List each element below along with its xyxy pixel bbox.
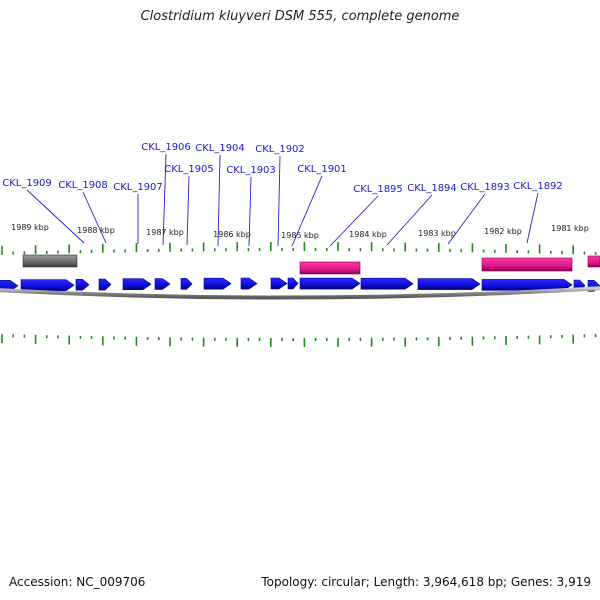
label-leader-line [526,192,539,244]
label-leader-line [248,176,252,247]
label-leader-lines [26,153,539,247]
gene-feature[interactable] [180,278,193,290]
label-leader-line [162,153,167,246]
scale-ticks-lower [1,334,597,347]
scale-tick-label: 1989 kbp [11,223,49,232]
gene-features [0,254,600,292]
label-leader-line [329,195,379,247]
rna-feature[interactable] [587,255,600,268]
gene-feature[interactable] [122,278,152,291]
label-leader-line [82,191,107,244]
gene-feature[interactable] [360,277,414,290]
scale-tick-label: 1987 kbp [146,228,184,237]
gene-feature[interactable] [287,277,299,290]
gene-label[interactable]: CKL_1894 [407,183,457,194]
pseudogene-feature[interactable] [22,254,78,268]
scale-tick-label: 1985 kbp [281,231,319,240]
gene-label[interactable]: CKL_1892 [513,181,563,192]
gene-feature[interactable] [98,278,112,291]
gene-feature[interactable] [417,278,481,290]
gene-label[interactable]: CKL_1908 [58,180,108,191]
label-leader-line [386,194,433,246]
scale-tick-label: 1986 kbp [213,230,251,239]
gene-feature[interactable] [203,277,232,290]
gene-label[interactable]: CKL_1902 [255,144,305,155]
label-leader-line [277,155,281,247]
gene-feature[interactable] [154,278,171,290]
scale-tick-label: 1983 kbp [418,229,456,238]
scale-tick-label: 1981 kbp [551,224,589,233]
gene-label[interactable]: CKL_1906 [141,142,191,153]
gene-label[interactable]: CKL_1893 [460,182,510,193]
genome-backbone [0,286,600,300]
label-leader-line [291,175,323,247]
accession-text: Accession: NC_009706 [9,575,146,589]
genome-summary-text: Topology: circular; Length: 3,964,618 bp… [261,575,591,589]
gene-feature[interactable] [481,279,573,291]
gene-label[interactable]: CKL_1909 [2,178,52,189]
gene-label[interactable]: CKL_1904 [195,143,245,154]
scale-tick-label: 1988 kbp [77,226,115,235]
gene-feature[interactable] [240,277,258,290]
gene-feature[interactable] [299,277,361,290]
scale-ticks-upper [1,242,597,255]
gene-feature[interactable] [20,279,75,291]
scale-tick-label: 1982 kbp [484,227,522,236]
rna-feature[interactable] [481,257,573,272]
label-leader-line [447,193,486,245]
label-leader-line [26,189,85,244]
gene-feature[interactable] [75,278,90,291]
scale-tick-label: 1984 kbp [349,230,387,239]
gene-labels: CKL_1909 CKL_1908 CKL_1907 CKL_1906 CKL_1905… [2,142,563,195]
label-leader-line [186,175,190,246]
gene-label[interactable]: CKL_1895 [353,184,403,195]
map-title: Clostridium kluyveri DSM 555, complete g… [140,9,460,24]
scale-tick-labels: 1989 kbp 1988 kbp 1987 kbp 1986 kbp 1985 kbp… [11,223,589,240]
gene-label[interactable]: CKL_1901 [297,164,347,175]
gene-label[interactable]: CKL_1903 [226,165,276,176]
label-leader-line [217,154,221,247]
rna-feature[interactable] [299,261,361,275]
gene-label[interactable]: CKL_1905 [164,164,214,175]
gene-feature[interactable] [270,277,288,290]
gene-label[interactable]: CKL_1907 [113,182,163,193]
